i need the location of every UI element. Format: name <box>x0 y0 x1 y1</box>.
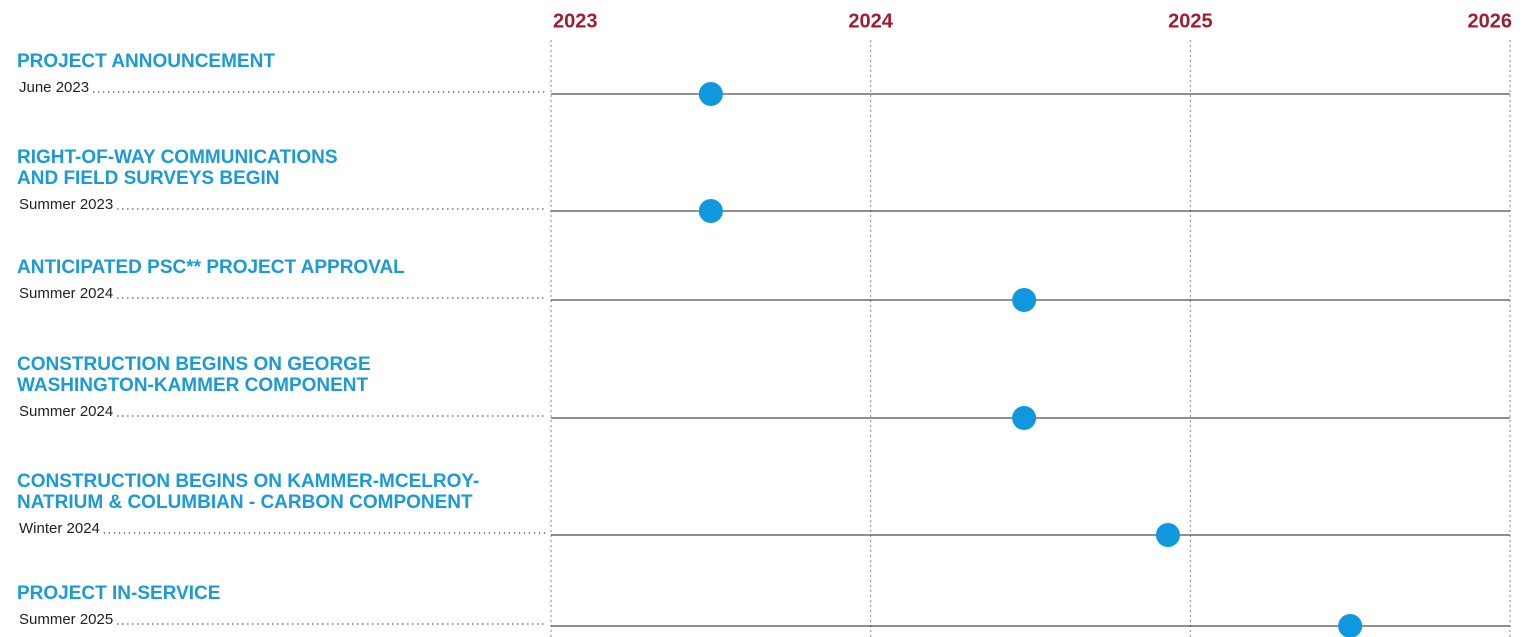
event-title: RIGHT-OF-WAY COMMUNICATIONS <box>17 147 338 168</box>
x-tick-label: 2023 <box>553 10 598 32</box>
event-title: ANTICIPATED PSC** PROJECT APPROVAL <box>17 257 405 278</box>
event-title: PROJECT ANNOUNCEMENT <box>17 51 275 72</box>
x-tick-label: 2024 <box>848 10 893 32</box>
event-title: CONSTRUCTION BEGINS ON GEORGE <box>17 354 371 375</box>
event-dot <box>698 82 723 106</box>
event-date: Winter 2024 <box>19 520 100 537</box>
event-date: Summer 2024 <box>19 403 113 420</box>
event-title: NATRIUM & COLUMBIAN - CARBON COMPONENT <box>17 492 473 513</box>
x-tick-label: 2025 <box>1168 10 1213 32</box>
event-dot <box>1155 523 1180 547</box>
event-dot <box>1012 288 1037 312</box>
event-date: Summer 2025 <box>19 611 113 628</box>
event-dot <box>1338 614 1363 637</box>
event-title: WASHINGTON-KAMMER COMPONENT <box>17 375 369 396</box>
event-title: CONSTRUCTION BEGINS ON KAMMER-MCELROY- <box>17 471 479 492</box>
event-title: AND FIELD SURVEYS BEGIN <box>17 168 280 189</box>
x-tick-label: 2026 <box>1468 10 1513 32</box>
event-date: June 2023 <box>19 79 89 96</box>
event-dot <box>1012 406 1037 430</box>
event-dot <box>698 199 723 223</box>
event-date: Summer 2024 <box>19 285 113 302</box>
event-title: PROJECT IN-SERVICE <box>17 583 220 604</box>
event-date: Summer 2023 <box>19 196 113 213</box>
